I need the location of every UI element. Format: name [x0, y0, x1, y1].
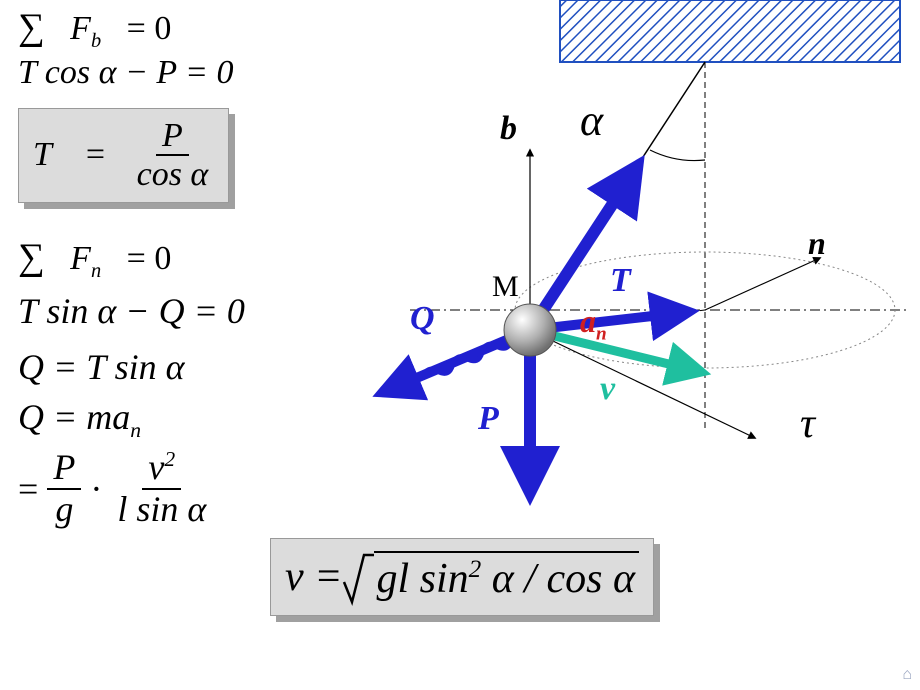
label-n: n — [808, 225, 826, 262]
pendulum-ball — [504, 304, 556, 356]
label-p: P — [478, 400, 499, 438]
label-tau: τ — [800, 400, 815, 448]
label-m: M — [492, 270, 519, 304]
label-v: v — [600, 370, 615, 408]
eq-v-result: v = gl sin2 α / cos α — [270, 538, 654, 616]
ceiling — [560, 0, 900, 62]
tau-axis — [530, 330, 755, 438]
sqrt-wrap: gl sin2 α / cos α — [342, 547, 639, 607]
label-alpha: α — [580, 95, 603, 146]
alpha-arc — [650, 150, 705, 161]
label-t: T — [610, 262, 631, 300]
n-axis — [705, 258, 820, 310]
sqrt-symbol — [342, 547, 374, 607]
v-lhs: v = — [285, 553, 342, 601]
radicand: gl sin2 α / cos α — [374, 551, 639, 603]
label-an: an — [580, 303, 607, 345]
label-b: b — [500, 110, 517, 148]
label-q: Q — [410, 300, 435, 338]
pendulum-diagram — [0, 0, 920, 540]
home-icon[interactable]: ⌂ — [902, 666, 912, 684]
